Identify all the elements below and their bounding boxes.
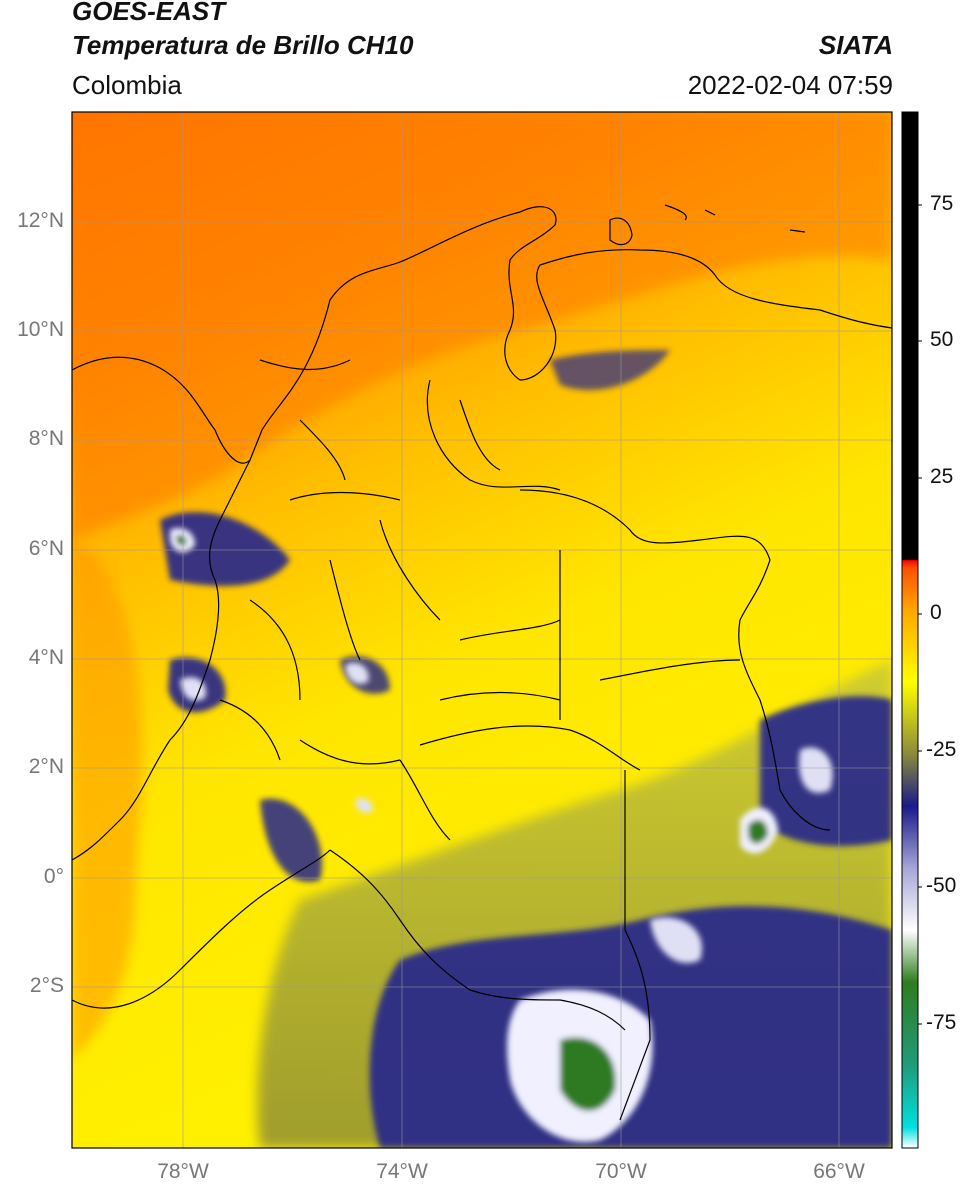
satellite-image xyxy=(72,112,892,1148)
lon-label-70w: 70°W xyxy=(595,1160,647,1183)
cold-cloud-tops xyxy=(170,528,833,1142)
lat-label-6n: 6°N xyxy=(28,537,64,560)
lon-label-74w: 74°W xyxy=(376,1160,428,1183)
colorbar-tick-0: 0 xyxy=(930,601,942,624)
colorbar xyxy=(901,111,922,1149)
lat-label-8n: 8°N xyxy=(28,427,64,450)
lat-label-2n: 2°N xyxy=(28,755,64,778)
lat-label-10n: 10°N xyxy=(17,318,64,341)
region-label: Colombia xyxy=(72,70,182,100)
map-frame xyxy=(71,111,893,1149)
colorbar-tick-minus25: -25 xyxy=(926,738,957,761)
lat-label-4n: 4°N xyxy=(28,646,64,669)
colorbar-tick-minus50: -50 xyxy=(926,874,957,897)
lon-label-78w: 78°W xyxy=(157,1160,209,1183)
lon-label-66w: 66°W xyxy=(813,1160,865,1183)
satellite-title: GOES-EAST xyxy=(72,0,226,26)
datetime-label: 2022-02-04 07:59 xyxy=(687,70,893,100)
colorbar-tick-minus75: -75 xyxy=(926,1011,957,1034)
brand-label: SIATA xyxy=(818,30,893,60)
colorbar-tick-75: 75 xyxy=(930,192,954,215)
colorbar-tick-50: 50 xyxy=(930,328,954,351)
graticule xyxy=(72,112,892,1148)
lat-label-0: 0° xyxy=(43,865,64,888)
colorbar-tick-25: 25 xyxy=(930,465,954,488)
lat-label-12n: 12°N xyxy=(17,209,64,232)
lat-label-2s: 2°S xyxy=(29,974,64,997)
product-title: Temperatura de Brillo CH10 xyxy=(72,30,414,60)
coastlines-and-borders xyxy=(72,204,892,1121)
